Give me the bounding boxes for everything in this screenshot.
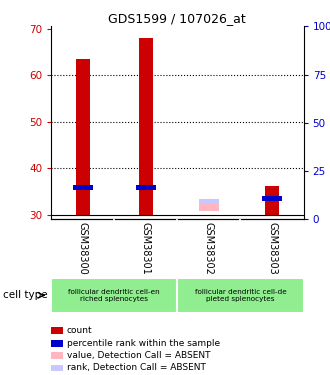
Bar — [178, 278, 304, 313]
Text: follicular dendritic cell-de
pleted splenocytes: follicular dendritic cell-de pleted sple… — [195, 289, 286, 302]
Bar — [73, 185, 93, 190]
Text: GSM38303: GSM38303 — [267, 222, 277, 275]
Text: cell type: cell type — [3, 290, 48, 300]
Text: GSM38302: GSM38302 — [204, 222, 214, 275]
Text: value, Detection Call = ABSENT: value, Detection Call = ABSENT — [67, 351, 211, 360]
Text: count: count — [67, 326, 93, 335]
Text: rank, Detection Call = ABSENT: rank, Detection Call = ABSENT — [67, 363, 206, 372]
Bar — [199, 204, 219, 211]
Title: GDS1599 / 107026_at: GDS1599 / 107026_at — [109, 12, 246, 25]
Text: GSM38300: GSM38300 — [78, 222, 88, 275]
Bar — [265, 186, 279, 215]
Bar — [136, 185, 156, 190]
Text: GSM38301: GSM38301 — [141, 222, 151, 275]
Bar — [262, 196, 282, 201]
Text: percentile rank within the sample: percentile rank within the sample — [67, 339, 220, 348]
Bar — [199, 200, 219, 204]
Bar — [76, 59, 90, 215]
Bar — [139, 38, 153, 215]
Bar — [51, 278, 178, 313]
Text: follicular dendritic cell-en
riched splenocytes: follicular dendritic cell-en riched sple… — [68, 289, 160, 302]
